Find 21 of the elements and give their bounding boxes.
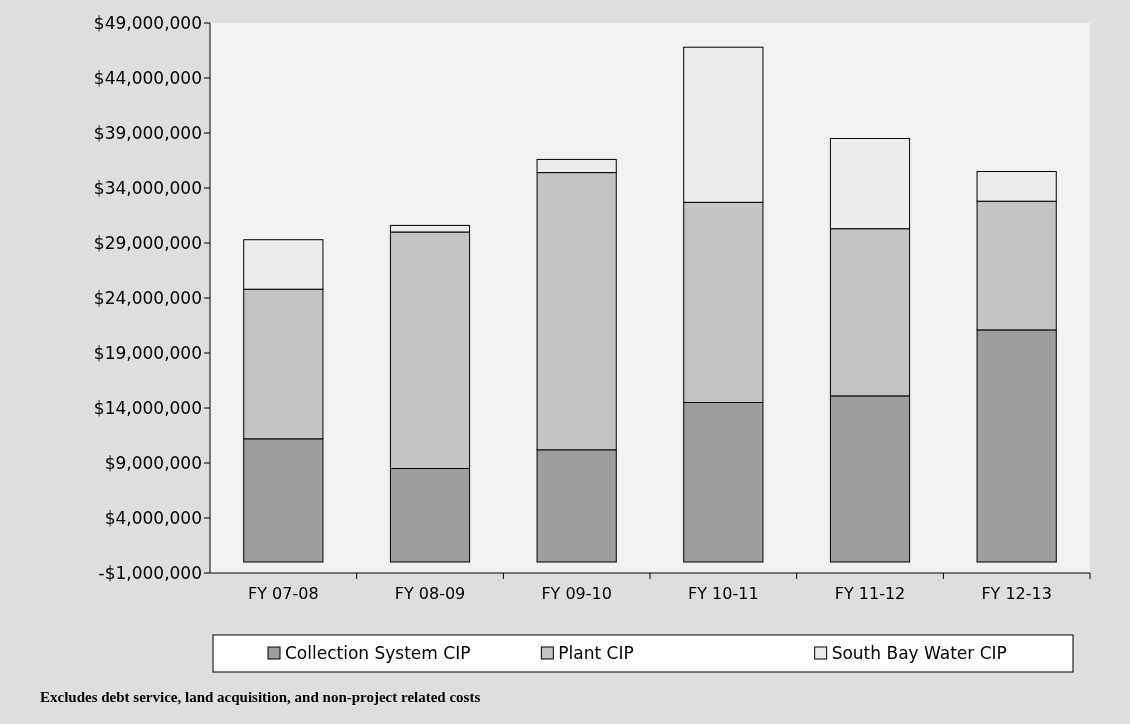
y-tick-label: $44,000,000: [93, 67, 202, 88]
y-tick-label: $14,000,000: [93, 397, 202, 418]
legend-label: Collection System CIP: [285, 642, 471, 663]
y-tick-label: $29,000,000: [93, 232, 202, 253]
x-tick-label: FY 09-10: [541, 584, 612, 603]
y-tick-label: $9,000,000: [104, 452, 202, 473]
x-tick-label: FY 11-12: [834, 584, 906, 603]
y-tick-label: $34,000,000: [93, 177, 202, 198]
y-tick-label: -$1,000,000: [98, 562, 202, 583]
y-tick-label: $39,000,000: [93, 122, 202, 143]
y-tick-label: $4,000,000: [104, 507, 202, 528]
legend-label: South Bay Water CIP: [831, 642, 1007, 663]
x-tick-label: FY 08-09: [394, 584, 466, 603]
text: Excludes debt service, land acquisition, and non-project related costs: [40, 689, 481, 705]
x-tick-label: FY 12-13: [981, 584, 1052, 603]
y-tick-label: $49,000,000: [93, 12, 202, 33]
legend-label: Plant CIP: [558, 642, 634, 663]
x-tick-label: FY 10-11: [688, 584, 759, 603]
y-tick-label: $19,000,000: [93, 342, 202, 363]
x-tick-label: FY 07-08: [248, 584, 319, 603]
y-tick-label: $24,000,000: [93, 287, 202, 308]
